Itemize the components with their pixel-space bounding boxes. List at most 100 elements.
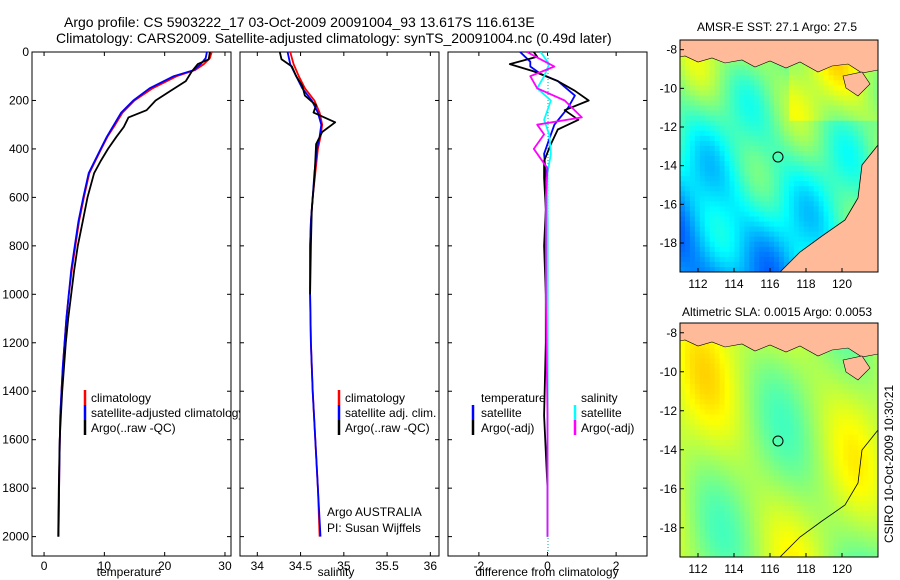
heatmap-cell (769, 236, 775, 243)
x-tick-label: 34 (251, 559, 265, 573)
heatmap-cell (779, 196, 785, 202)
heatmap-cell (739, 358, 745, 365)
x-tick-label: 30 (218, 559, 232, 573)
heatmap-cell (709, 125, 716, 132)
heatmap-cell (823, 551, 830, 557)
heatmap-cell (788, 434, 795, 441)
heatmap-cell (734, 343, 740, 350)
heatmap-cell (868, 120, 874, 127)
heatmap-cell (684, 389, 691, 395)
heatmap-cell (818, 450, 825, 456)
heatmap-cell (813, 70, 820, 76)
heatmap-cell (680, 191, 686, 197)
heatmap-cell (734, 470, 740, 477)
heatmap-cell (759, 261, 765, 268)
heatmap-cell (853, 419, 859, 426)
heatmap-cell (729, 358, 736, 365)
heatmap-cell (769, 429, 775, 436)
heatmap-cell (680, 541, 686, 548)
heatmap-cell (779, 65, 785, 71)
heatmap-cell (764, 75, 770, 81)
heatmap-cell (694, 251, 701, 258)
heatmap-cell (699, 495, 706, 502)
heatmap-cell (694, 161, 701, 167)
heatmap-cell (749, 348, 755, 355)
heatmap-cell (739, 115, 745, 122)
heatmap-cell (709, 231, 716, 238)
heatmap-cell (729, 236, 736, 243)
heatmap-cell (873, 501, 878, 507)
heatmap-cell (873, 75, 878, 81)
heatmap-cell (709, 171, 716, 177)
heatmap-cell (848, 399, 854, 405)
heatmap-cell (739, 531, 745, 538)
heatmap-cell (793, 485, 800, 492)
heatmap-cell (863, 70, 869, 76)
heatmap-cell (689, 419, 696, 426)
heatmap-cell (808, 394, 815, 400)
heatmap-cell (774, 551, 780, 557)
heatmap-cell (699, 135, 706, 142)
heatmap-cell (754, 196, 760, 202)
heatmap-cell (863, 511, 869, 517)
heatmap-cell (724, 196, 731, 202)
heatmap-cell (680, 445, 686, 451)
heatmap-cell (873, 120, 878, 127)
heatmap-cell (769, 181, 775, 187)
heatmap-cell (719, 460, 726, 467)
heatmap-cell (774, 115, 780, 122)
heatmap-cell (779, 358, 785, 365)
heatmap-cell (818, 176, 825, 182)
heatmap-cell (694, 211, 701, 218)
heatmap-cell (779, 551, 785, 557)
heatmap-cell (808, 521, 815, 528)
heatmap-cell (689, 506, 696, 512)
heatmap-cell (729, 434, 736, 441)
heatmap-cell (739, 450, 745, 456)
heatmap-cell (729, 181, 736, 187)
heatmap-cell (719, 135, 726, 142)
heatmap-cell (828, 140, 835, 147)
heatmap-cell (843, 490, 849, 497)
heatmap-cell (709, 526, 716, 533)
heatmap-cell (719, 455, 726, 461)
heatmap-cell (719, 241, 726, 248)
heatmap-cell (873, 358, 878, 365)
heatmap-cell (873, 85, 878, 92)
heatmap-cell (779, 166, 785, 172)
heatmap-cell (798, 201, 805, 208)
heatmap-cell (808, 475, 815, 482)
heatmap-cell (788, 373, 795, 380)
heatmap-cell (744, 216, 750, 223)
heatmap-cell (764, 181, 770, 187)
heatmap-cell (838, 176, 844, 182)
heatmap-cell (699, 521, 706, 528)
heatmap-cell (689, 181, 696, 187)
heatmap-cell (754, 384, 760, 390)
heatmap-cell (754, 551, 760, 557)
figure-title-line2: Climatology: CARS2009. Satellite-adjuste… (56, 30, 612, 46)
heatmap-cell (719, 424, 726, 431)
difference-series (508, 52, 590, 537)
heatmap-cell (719, 181, 726, 187)
heatmap-cell (694, 521, 701, 528)
heatmap-cell (729, 251, 736, 258)
heatmap-cell (843, 196, 849, 202)
heatmap-cell (694, 105, 701, 112)
heatmap-cell (699, 404, 706, 411)
y-tick-label: 1400 (2, 384, 29, 398)
heatmap-cell (838, 490, 844, 497)
heatmap-cell (813, 378, 820, 385)
heatmap-cell (818, 368, 825, 375)
heatmap-cell (759, 266, 765, 272)
heatmap-cell (788, 455, 795, 461)
heatmap-cell (684, 501, 691, 507)
heatmap-cell (764, 506, 770, 512)
heatmap-cell (729, 191, 736, 197)
heatmap-cell (764, 358, 770, 365)
heatmap-cell (818, 404, 825, 411)
heatmap-cell (868, 130, 874, 137)
heatmap-cell (793, 156, 800, 162)
heatmap-cell (808, 130, 815, 137)
heatmap-cell (833, 206, 839, 213)
